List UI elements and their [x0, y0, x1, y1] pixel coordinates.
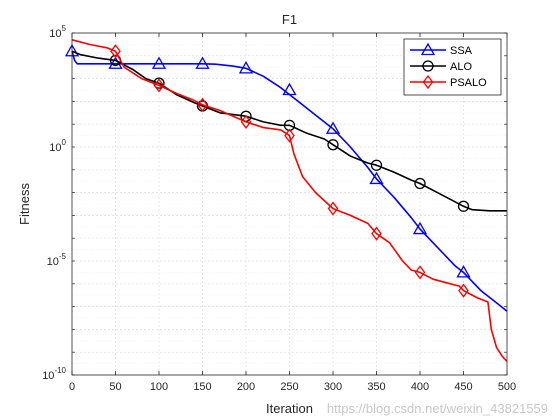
marker-psalo [327, 201, 339, 216]
marker-ssa [412, 221, 428, 235]
marker-psalo [110, 44, 121, 59]
marker-psalo [414, 265, 426, 280]
x-tick-label: 100 [150, 381, 168, 393]
legend-label: SSA [450, 45, 473, 57]
x-tick-label: 300 [324, 381, 342, 393]
marker-alo [370, 159, 383, 171]
marker-alo [414, 177, 426, 190]
marker-ssa [108, 56, 123, 69]
x-tick-label: 200 [237, 381, 255, 393]
x-tick-label: 350 [367, 381, 385, 393]
x-tick-label: 400 [411, 381, 429, 393]
marker-psalo [240, 114, 252, 130]
marker-psalo [197, 97, 208, 112]
marker-psalo [153, 78, 165, 93]
x-tick-label: 450 [454, 381, 472, 393]
series-psalo [71, 39, 508, 362]
marker-ssa [195, 56, 210, 69]
legend-box [403, 38, 502, 96]
series-alo [71, 50, 507, 212]
marker-psalo [458, 283, 469, 298]
x-tick-label: 0 [69, 381, 75, 393]
x-axis-title: Iteration [266, 401, 313, 416]
legend-item-psalo: PSALO [410, 74, 487, 90]
legend-label: ALO [450, 61, 472, 73]
x-tick-label: 150 [193, 381, 211, 393]
chart-title: F1 [282, 12, 297, 27]
marker-ssa [238, 61, 254, 74]
marker-psalo [371, 226, 382, 241]
series-line-ssa [71, 50, 508, 312]
marker-psalo [284, 128, 295, 143]
legend-items: SSA ALO PSALO [410, 42, 487, 90]
y-tick-label: 10-5 [47, 252, 67, 268]
y-tick-label: 10-10 [42, 366, 66, 382]
marker-ssa [325, 121, 341, 134]
legend-item-ssa: SSA [410, 42, 473, 57]
marker-ssa [369, 171, 384, 185]
series-ssa [64, 43, 508, 312]
legend: SSA ALO PSALO [403, 38, 502, 96]
marker-ssa [282, 82, 297, 96]
marker-alo [327, 139, 339, 151]
x-tick-label: 500 [498, 381, 516, 393]
marker-alo [457, 200, 470, 212]
grid [72, 33, 507, 375]
y-axis-title: Fitness [17, 183, 32, 225]
legend-item-alo: ALO [410, 60, 472, 73]
legend-marker-alo [422, 60, 434, 72]
series-layer [64, 39, 508, 362]
legend-label: PSALO [450, 77, 487, 89]
x-tick-label: 250 [280, 381, 298, 393]
legend-marker-ssa [420, 42, 436, 56]
ticks: 0 50 100 150 200 250 300 350 400 450 500 10-10 10-5 1… [42, 24, 516, 393]
y-tick-label: 105 [49, 24, 66, 40]
marker-ssa [456, 265, 471, 278]
legend-marker-psalo [422, 74, 434, 90]
marker-ssa [151, 56, 167, 69]
x-tick-label: 50 [109, 381, 121, 393]
watermark-text: https://blog.csdn.net/weixin_43821559 [327, 401, 548, 416]
y-tick-label: 100 [49, 138, 66, 154]
series-line-alo [71, 50, 507, 212]
